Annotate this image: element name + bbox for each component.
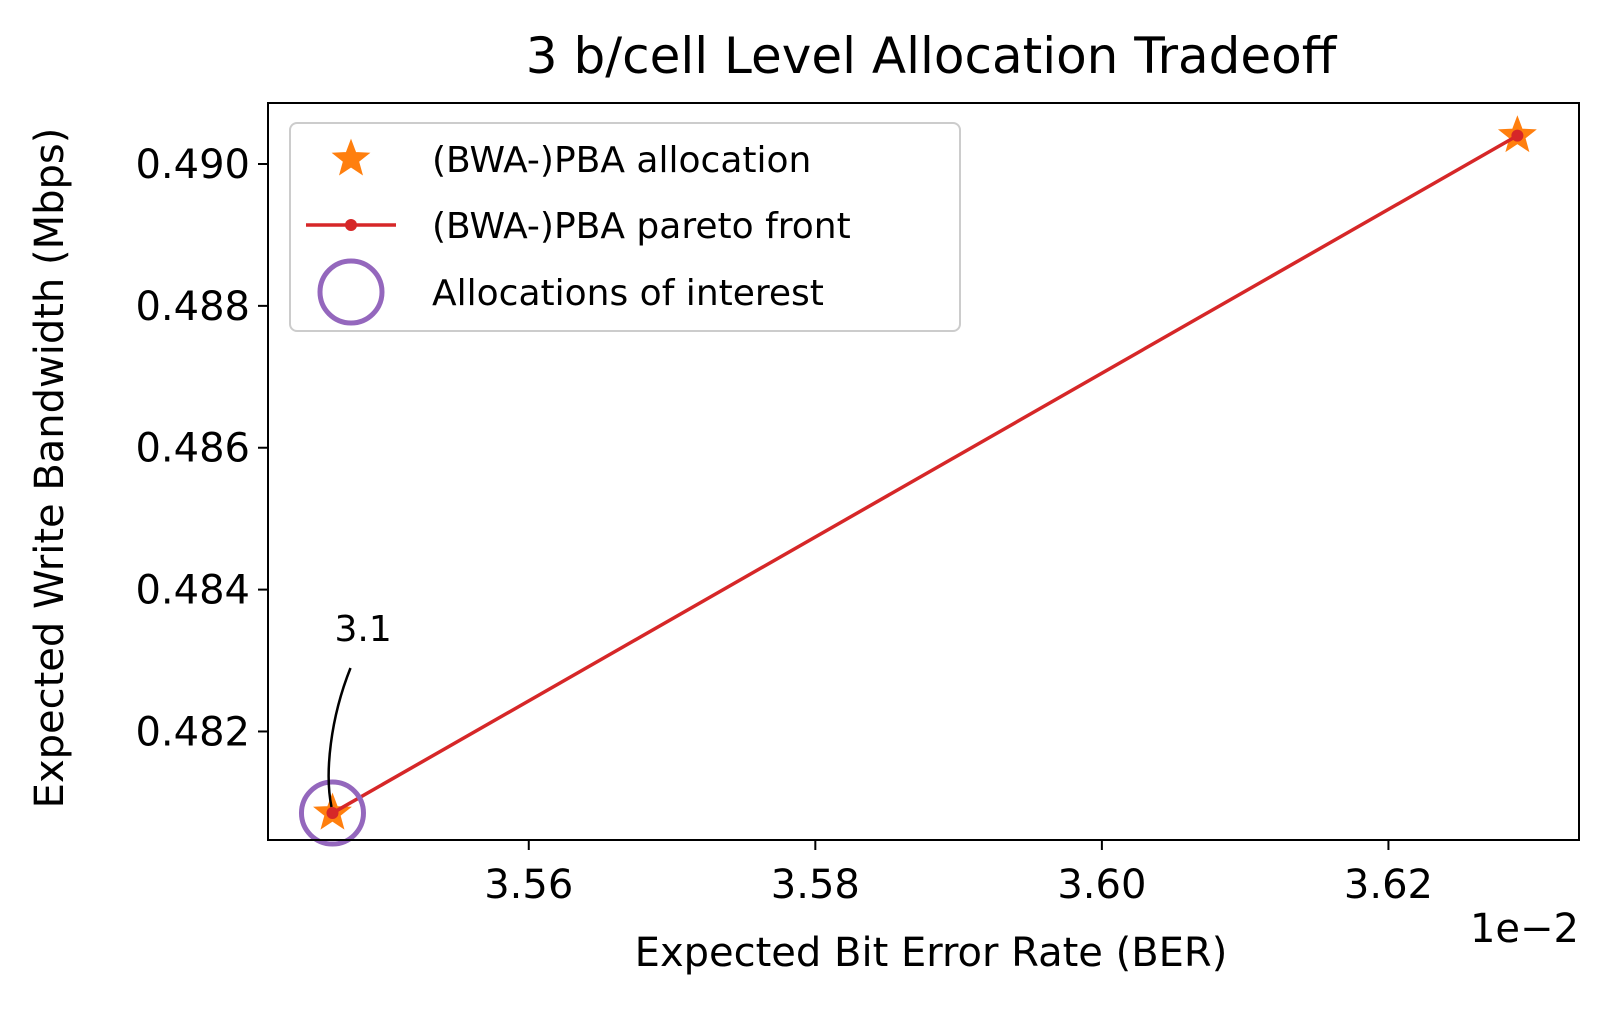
legend-line-dot-icon bbox=[345, 219, 357, 231]
y-tick-label: 0.488 bbox=[135, 284, 250, 330]
legend-entry-label: Allocations of interest bbox=[432, 273, 824, 314]
y-tick-label: 0.484 bbox=[135, 568, 250, 614]
legend-box bbox=[289, 122, 961, 332]
chart-title: 3 b/cell Level Allocation Tradeoff bbox=[526, 27, 1338, 85]
pareto-front-point bbox=[1511, 129, 1524, 142]
legend-star-icon bbox=[331, 138, 371, 176]
y-tick-label: 0.486 bbox=[135, 426, 250, 472]
x-tick-label: 3.60 bbox=[1057, 862, 1146, 908]
y-tick-label: 0.482 bbox=[135, 709, 250, 755]
legend-entry-label: (BWA-)PBA allocation bbox=[432, 140, 811, 181]
legend: (BWA-)PBA allocation (BWA-)PBA pareto fro… bbox=[289, 122, 961, 332]
x-axis-label: Expected Bit Error Rate (BER) bbox=[635, 930, 1228, 976]
plot-area: 3.1 bbox=[298, 115, 1537, 847]
y-axis: 0.482 0.484 0.486 0.488 0.490 bbox=[135, 142, 268, 755]
pareto-front-point bbox=[326, 807, 339, 820]
x-tick-label: 3.56 bbox=[484, 862, 573, 908]
x-tick-label: 3.62 bbox=[1344, 862, 1433, 908]
x-axis: 3.56 3.58 3.60 3.62 bbox=[484, 840, 1433, 908]
pareto-front-line bbox=[331, 134, 1519, 815]
x-axis-offset-label: 1e−2 bbox=[1470, 906, 1579, 952]
axes-frame bbox=[267, 102, 1580, 841]
annotation-label: 3.1 bbox=[334, 609, 391, 650]
legend-entry-label: (BWA-)PBA pareto front bbox=[432, 206, 851, 247]
y-axis-label: Expected Write Bandwidth (Mbps) bbox=[27, 128, 73, 809]
y-tick-label: 0.490 bbox=[135, 142, 250, 188]
interest-circle-marker bbox=[298, 779, 366, 847]
annotation-arrow bbox=[327, 667, 352, 808]
legend-circle-icon bbox=[317, 258, 385, 326]
x-tick-label: 3.58 bbox=[771, 862, 860, 908]
